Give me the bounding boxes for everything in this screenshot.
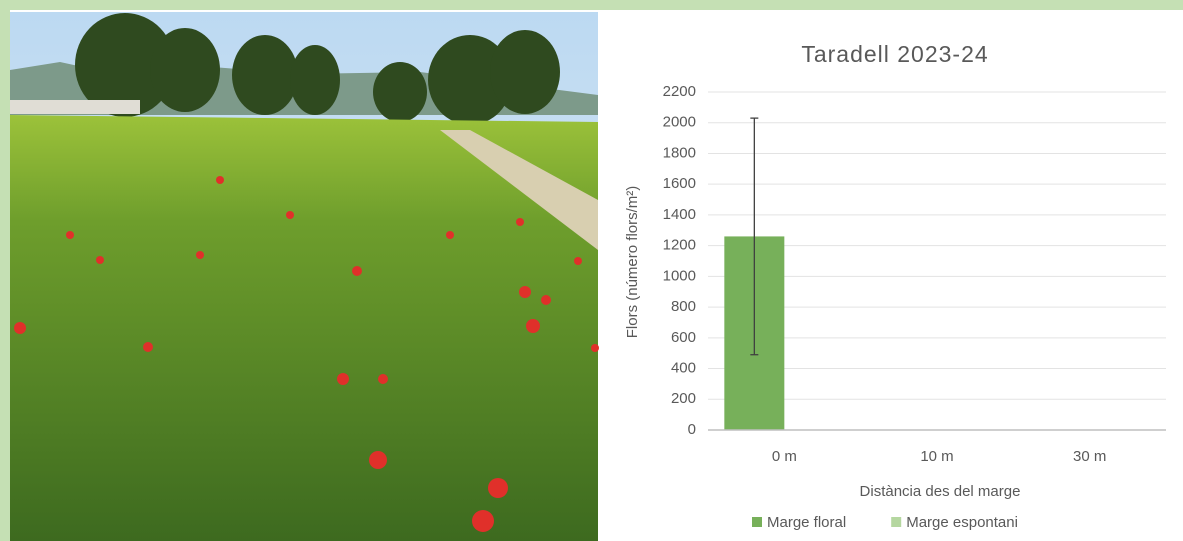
y-tick-label: 0 bbox=[688, 421, 696, 438]
y-tick-label: 1400 bbox=[663, 206, 696, 223]
legend-label: Marge espontani bbox=[906, 514, 1018, 531]
legend-swatch bbox=[891, 517, 902, 527]
y-tick-label: 1600 bbox=[663, 175, 696, 192]
photo-poppies bbox=[14, 176, 599, 532]
y-tick-label: 200 bbox=[671, 390, 696, 407]
frame-top bbox=[0, 0, 1183, 10]
frame-left bbox=[0, 0, 10, 541]
photo-trees bbox=[75, 13, 560, 125]
y-tick-label: 1000 bbox=[663, 267, 696, 284]
legend-swatch bbox=[752, 517, 762, 527]
photo-building bbox=[10, 100, 140, 114]
y-tick-label: 2000 bbox=[663, 114, 696, 131]
y-axis-label: Flors (número flors/m²) bbox=[624, 186, 641, 339]
x-tick-label: 0 m bbox=[772, 448, 797, 465]
y-tick-label: 1200 bbox=[663, 237, 696, 254]
x-axis-label: Distància des del marge bbox=[860, 483, 1021, 500]
y-tick-label: 800 bbox=[671, 298, 696, 315]
y-tick-label: 1800 bbox=[663, 144, 696, 161]
x-tick-label: 10 m bbox=[920, 448, 953, 465]
y-tick-label: 400 bbox=[671, 360, 696, 377]
legend-label: Marge floral bbox=[767, 514, 846, 531]
y-tick-label: 600 bbox=[671, 329, 696, 346]
photo bbox=[10, 12, 599, 541]
chart-title: Taradell 2023-24 bbox=[801, 41, 988, 67]
y-tick-label: 2200 bbox=[663, 83, 696, 100]
x-tick-label: 30 m bbox=[1073, 448, 1106, 465]
photo-path bbox=[440, 130, 598, 250]
photo-field bbox=[10, 115, 598, 541]
